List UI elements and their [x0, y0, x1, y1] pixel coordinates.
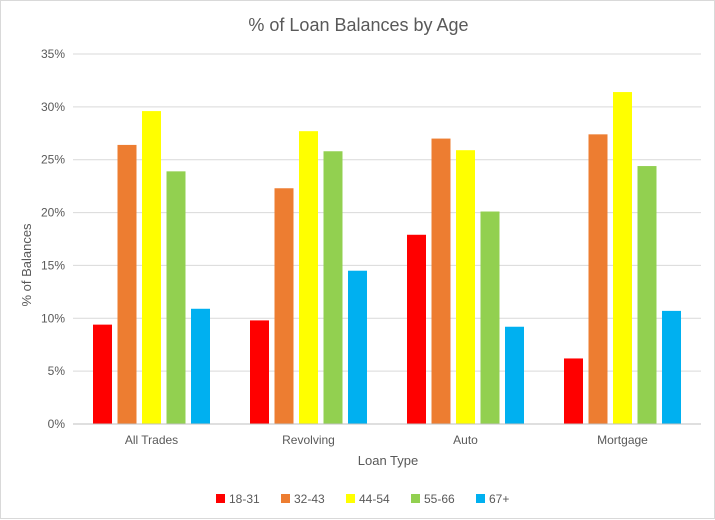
- bar-32-43-mortgage: [588, 134, 608, 425]
- bar-55-66-mortgage: [637, 166, 657, 425]
- bar-18-31-mortgage: [564, 358, 583, 424]
- y-tick-label: 10%: [41, 311, 65, 325]
- x-tick-label: Mortgage: [597, 433, 648, 447]
- legend-label: 32-43: [294, 492, 325, 506]
- legend-swatch: [411, 494, 420, 503]
- legend-swatch: [476, 494, 485, 503]
- bar-32-43-all-trades: [117, 144, 137, 424]
- bar-18-31-revolving: [250, 320, 269, 424]
- bar-67+-auto: [505, 326, 524, 424]
- legend-item: 44-54: [346, 492, 390, 506]
- x-tick-label: Revolving: [282, 433, 335, 447]
- bar-18-31-all-trades: [93, 324, 112, 424]
- x-axis-label: Loan Type: [358, 453, 418, 468]
- y-axis-ticks: 0% 5% 10% 15% 20% 25% 30% 35%: [41, 47, 65, 431]
- y-tick-label: 35%: [41, 47, 65, 61]
- chart-title: % of Loan Balances by Age: [248, 15, 468, 35]
- legend-item: 55-66: [411, 492, 455, 506]
- bar-44-54-mortgage: [613, 92, 632, 425]
- bar-55-66-all-trades: [166, 171, 186, 424]
- bar-44-54-auto: [456, 150, 475, 424]
- bars: [93, 92, 681, 425]
- bar-44-54-all-trades: [142, 111, 161, 424]
- y-axis-label: % of Balances: [19, 223, 34, 307]
- bar-67+-mortgage: [662, 310, 681, 424]
- legend: 18-31 32-43 44-54 55-66 67+: [216, 492, 509, 506]
- y-tick-label: 15%: [41, 258, 65, 272]
- x-tick-label: All Trades: [125, 433, 178, 447]
- legend-swatch: [216, 494, 225, 503]
- bar-32-43-auto: [431, 138, 451, 425]
- legend-label: 18-31: [229, 492, 260, 506]
- y-tick-label: 30%: [41, 100, 65, 114]
- y-tick-label: 5%: [48, 364, 66, 378]
- legend-swatch: [346, 494, 355, 503]
- y-tick-label: 0%: [48, 417, 66, 431]
- bar-67+-revolving: [348, 270, 367, 424]
- bar-18-31-auto: [407, 234, 426, 424]
- legend-item: 18-31: [216, 492, 260, 506]
- bar-55-66-revolving: [323, 151, 343, 424]
- bar-44-54-revolving: [299, 131, 318, 424]
- bar-67+-all-trades: [191, 308, 210, 424]
- legend-label: 55-66: [424, 492, 455, 506]
- legend-label: 67+: [489, 492, 509, 506]
- legend-swatch: [281, 494, 290, 503]
- bar-55-66-auto: [480, 211, 500, 424]
- legend-label: 44-54: [359, 492, 390, 506]
- legend-item: 32-43: [281, 492, 325, 506]
- legend-item: 67+: [476, 492, 509, 506]
- x-axis-ticks: All Trades Revolving Auto Mortgage: [125, 433, 648, 447]
- y-tick-label: 20%: [41, 206, 65, 220]
- y-tick-label: 25%: [41, 153, 65, 167]
- x-tick-label: Auto: [453, 433, 478, 447]
- bar-32-43-revolving: [274, 188, 294, 424]
